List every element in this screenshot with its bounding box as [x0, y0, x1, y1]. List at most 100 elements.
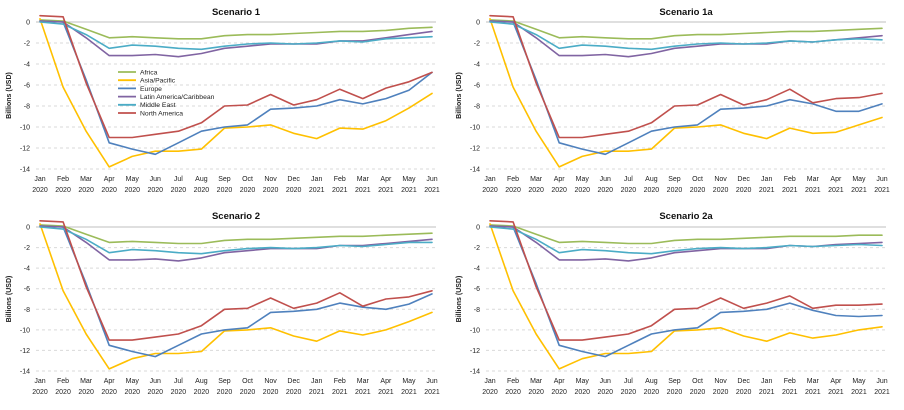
- x-tick-year: 2021: [378, 187, 394, 194]
- legend-label: North America: [140, 110, 183, 117]
- x-tick-year: 2020: [217, 389, 233, 396]
- series-line: [39, 19, 433, 40]
- x-tick-month: May: [852, 378, 866, 385]
- x-tick-month: Jan: [761, 176, 772, 183]
- x-tick-year: 2021: [424, 187, 440, 194]
- x-tick-year: 2021: [355, 187, 371, 194]
- y-tick-label: -12: [470, 348, 480, 355]
- x-tick-year: 2021: [309, 187, 325, 194]
- x-tick-month: Jul: [624, 378, 633, 385]
- y-tick-label: -2: [474, 41, 480, 48]
- x-tick-year: 2020: [263, 187, 279, 194]
- series-line: [489, 220, 883, 341]
- series-line: [39, 20, 433, 58]
- x-tick-month: May: [852, 176, 866, 183]
- y-tick-label: -10: [470, 327, 480, 334]
- x-tick-year: 2021: [805, 389, 821, 396]
- x-tick-month: Apr: [380, 378, 392, 385]
- y-tick-label: -4: [24, 62, 30, 69]
- x-tick-month: Jun: [426, 378, 437, 385]
- x-tick-month: Sep: [218, 378, 231, 385]
- x-tick-month: Feb: [57, 176, 69, 183]
- x-tick-month: Jan: [311, 378, 322, 385]
- y-axis-label: Billions (USD): [6, 276, 13, 323]
- x-tick-month: Apr: [830, 378, 842, 385]
- y-tick-label: -4: [24, 266, 30, 273]
- x-tick-month: Aug: [195, 176, 208, 183]
- x-tick-year: 2020: [286, 187, 302, 194]
- x-tick-month: Feb: [507, 176, 519, 183]
- x-tick-month: Dec: [287, 176, 300, 183]
- chart-panel: Scenario 2 Billions (USD) 0 -2 -4 -6 -8 -10 -12 -…: [6, 211, 440, 396]
- x-tick-year: 2021: [805, 187, 821, 194]
- x-tick-month: Feb: [507, 378, 519, 385]
- y-tick-label: -8: [474, 104, 480, 111]
- x-tick-month: Feb: [334, 378, 346, 385]
- x-tick-month: Jun: [150, 378, 161, 385]
- x-tick-year: 2020: [171, 187, 187, 194]
- y-axis-label: Billions (USD): [6, 72, 13, 119]
- x-tick-month: Jun: [876, 378, 887, 385]
- x-tick-year: 2020: [690, 389, 706, 396]
- x-tick-year: 2021: [378, 389, 394, 396]
- x-tick-year: 2020: [621, 389, 637, 396]
- y-tick-label: 0: [26, 20, 30, 27]
- x-tick-month: May: [126, 378, 140, 385]
- x-tick-month: Sep: [668, 176, 681, 183]
- legend-label: Latin America/Caribbean: [140, 94, 215, 101]
- x-tick-month: Mar: [80, 176, 93, 183]
- x-tick-month: Feb: [334, 176, 346, 183]
- x-tick-year: 2021: [424, 389, 440, 396]
- x-tick-month: Oct: [692, 378, 703, 385]
- x-tick-year: 2020: [713, 187, 729, 194]
- y-tick-label: -14: [470, 369, 480, 376]
- series-line: [39, 224, 433, 245]
- x-tick-month: Apr: [554, 378, 566, 385]
- x-tick-year: 2020: [217, 187, 233, 194]
- x-tick-month: Jan: [484, 378, 495, 385]
- x-tick-month: Mar: [530, 378, 543, 385]
- x-tick-year: 2021: [782, 389, 798, 396]
- chart-title: Scenario 2: [212, 211, 260, 222]
- x-tick-year: 2021: [309, 389, 325, 396]
- x-tick-month: Jun: [600, 176, 611, 183]
- x-tick-month: Nov: [714, 378, 727, 385]
- series-line: [489, 226, 883, 255]
- x-tick-year: 2020: [644, 187, 660, 194]
- y-tick-label: -4: [474, 266, 480, 273]
- x-tick-year: 2020: [32, 389, 48, 396]
- x-tick-year: 2020: [713, 389, 729, 396]
- chart-title: Scenario 1: [212, 7, 261, 18]
- x-tick-year: 2021: [782, 187, 798, 194]
- y-tick-label: -6: [474, 286, 480, 293]
- y-axis-label: Billions (USD): [456, 276, 463, 323]
- legend-label: Africa: [140, 69, 158, 76]
- x-tick-month: Oct: [692, 176, 703, 183]
- x-tick-year: 2020: [736, 389, 752, 396]
- series-line: [39, 21, 433, 51]
- series-line: [39, 220, 433, 341]
- y-axis-label: Billions (USD): [456, 72, 463, 119]
- x-tick-year: 2020: [598, 187, 614, 194]
- x-tick-month: Apr: [554, 176, 566, 183]
- x-tick-month: Apr: [830, 176, 842, 183]
- series-line: [489, 20, 883, 58]
- y-tick-label: -8: [474, 307, 480, 314]
- x-tick-year: 2020: [101, 389, 117, 396]
- y-tick-label: -2: [24, 41, 30, 48]
- x-tick-month: May: [576, 176, 590, 183]
- y-tick-label: -2: [24, 245, 30, 252]
- chart-panel: Scenario 2a Billions (USD) 0 -2 -4 -6 -8 -10 -12…: [456, 211, 890, 396]
- x-tick-month: Feb: [57, 378, 69, 385]
- x-tick-month: Mar: [357, 378, 370, 385]
- x-tick-year: 2020: [240, 187, 256, 194]
- series-line: [39, 225, 433, 262]
- y-tick-label: -12: [470, 146, 480, 153]
- series-line: [39, 14, 433, 139]
- x-tick-year: 2020: [55, 389, 71, 396]
- x-tick-year: 2020: [644, 389, 660, 396]
- x-tick-month: Jan: [484, 176, 495, 183]
- x-tick-year: 2020: [551, 389, 567, 396]
- x-tick-year: 2021: [332, 389, 348, 396]
